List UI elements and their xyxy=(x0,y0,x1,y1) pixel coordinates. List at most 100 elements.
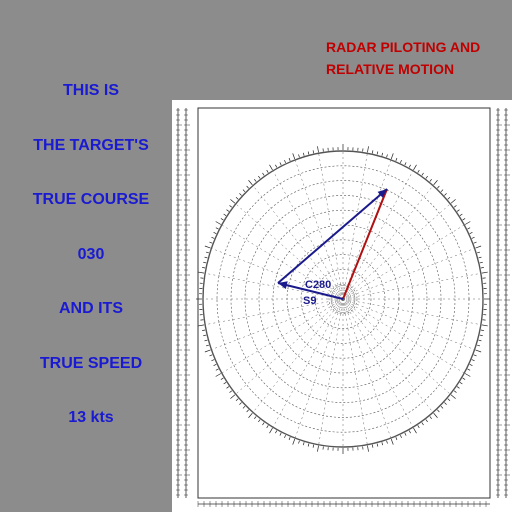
degree-tick xyxy=(473,354,477,357)
bearing-line xyxy=(342,273,481,300)
degree-tick xyxy=(248,180,253,186)
degree-tick xyxy=(367,445,369,452)
degree-tick xyxy=(467,227,471,230)
degree-tick xyxy=(279,162,282,166)
degree-tick xyxy=(204,245,211,249)
degree-tick xyxy=(275,430,278,434)
side-scales xyxy=(176,108,510,507)
bearing-line xyxy=(342,298,414,428)
degree-tick xyxy=(459,213,463,216)
degree-tick xyxy=(302,152,305,156)
degree-tick xyxy=(235,197,239,200)
degree-tick xyxy=(292,153,296,160)
degree-tick xyxy=(209,241,213,244)
degree-tick xyxy=(464,221,471,225)
degree-tick xyxy=(220,377,224,380)
degree-tick xyxy=(275,164,278,168)
degree-tick xyxy=(462,377,466,380)
degree-tick xyxy=(220,218,224,221)
arrow-head-icon xyxy=(278,281,288,290)
degree-tick xyxy=(433,180,438,186)
degree-tick xyxy=(476,344,481,347)
degree-tick xyxy=(312,444,315,448)
degree-tick xyxy=(254,179,257,182)
degree-tick xyxy=(298,440,300,444)
degree-tick xyxy=(269,164,273,171)
degree-tick xyxy=(447,197,451,200)
range-ring xyxy=(202,150,484,448)
caption-line-7: 13 kts xyxy=(68,409,114,426)
vector-speed-label: S9 xyxy=(303,295,316,307)
degree-tick xyxy=(469,232,473,234)
degree-tick xyxy=(298,154,300,158)
degree-tick xyxy=(239,193,242,196)
degree-tick xyxy=(450,394,456,399)
degree-tick xyxy=(242,189,246,193)
degree-tick xyxy=(376,443,379,447)
bearing-line xyxy=(342,298,434,413)
bearing-line xyxy=(342,185,434,300)
degree-tick xyxy=(395,157,398,161)
range-ring xyxy=(258,209,428,389)
relative-motion-vector xyxy=(277,188,388,284)
degree-tick xyxy=(211,359,215,362)
arrow-head-icon xyxy=(377,189,387,198)
degree-tick xyxy=(480,329,484,331)
title-line-1: RADAR PILOTING AND xyxy=(326,39,481,55)
bearing-line xyxy=(342,298,451,395)
degree-tick xyxy=(471,359,475,362)
caption-line-2: THE TARGET'S xyxy=(33,136,149,154)
degree-tick xyxy=(478,256,482,259)
degree-tick xyxy=(198,271,205,274)
bearing-line xyxy=(235,298,344,395)
degree-tick xyxy=(239,402,242,405)
degree-tick xyxy=(453,205,457,208)
degree-tick xyxy=(307,443,310,447)
bearing-line xyxy=(342,298,465,374)
degree-tick xyxy=(202,267,206,269)
degree-tick xyxy=(417,169,420,173)
degree-tick xyxy=(235,398,239,401)
polar-grid xyxy=(196,144,490,454)
degree-tick xyxy=(254,416,257,419)
degree-tick xyxy=(386,440,388,444)
bearing-line xyxy=(252,298,344,413)
degree-tick xyxy=(367,146,369,153)
degree-tick xyxy=(258,175,261,179)
degree-tick xyxy=(248,412,253,418)
degree-tick xyxy=(246,185,249,189)
degree-tick xyxy=(317,445,319,452)
degree-tick xyxy=(288,157,291,161)
degree-tick xyxy=(223,213,227,216)
range-ring xyxy=(328,283,358,315)
degree-tick xyxy=(266,425,269,429)
degree-tick xyxy=(258,419,261,423)
degree-tick xyxy=(307,151,310,155)
degree-tick xyxy=(464,373,471,377)
degree-tick xyxy=(425,175,428,179)
bearing-line xyxy=(342,298,481,325)
degree-tick xyxy=(404,432,407,436)
degree-tick xyxy=(269,427,273,434)
degree-tick xyxy=(437,185,440,189)
vector-course-label: C280 xyxy=(305,279,331,291)
degree-tick xyxy=(209,354,213,357)
degree-tick xyxy=(437,409,440,413)
degree-tick xyxy=(284,434,286,439)
degree-tick xyxy=(376,151,379,155)
degree-tick xyxy=(478,339,482,342)
degree-tick xyxy=(204,339,208,342)
caption-line-3: TRUE COURSE xyxy=(32,191,150,208)
degree-tick xyxy=(198,324,205,327)
bearing-line xyxy=(205,273,344,300)
degree-tick xyxy=(213,232,217,234)
degree-tick xyxy=(473,241,477,244)
degree-tick xyxy=(317,146,319,153)
degree-tick xyxy=(440,189,444,193)
bearing-line xyxy=(342,298,475,350)
degree-tick xyxy=(390,438,394,445)
degree-tick xyxy=(481,271,488,274)
bearing-line xyxy=(272,298,344,428)
degree-tick xyxy=(371,444,374,448)
bearing-line xyxy=(342,203,451,300)
